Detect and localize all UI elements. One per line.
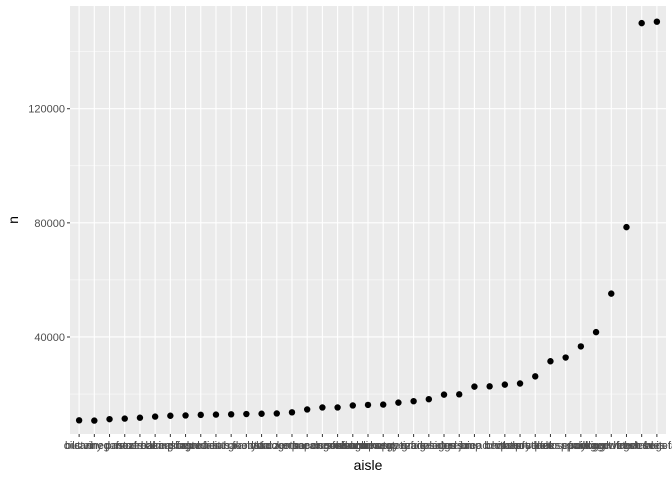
data-point bbox=[167, 412, 174, 419]
x-tick-label: packaged vegetables fruits bbox=[561, 440, 672, 452]
y-axis-title: n bbox=[5, 216, 21, 224]
data-point bbox=[562, 354, 569, 361]
data-point bbox=[653, 18, 661, 25]
x-tick-label: crackers bbox=[256, 440, 298, 452]
x-tick-label: fresh vegetables bbox=[617, 440, 672, 452]
x-tick-label: frozen produce bbox=[134, 440, 207, 452]
data-point bbox=[243, 410, 250, 418]
x-tick-label: cookies cakes bbox=[318, 440, 388, 452]
data-point bbox=[288, 409, 296, 416]
data-point bbox=[182, 412, 189, 419]
x-tick-label: paper goods bbox=[292, 440, 354, 452]
data-point bbox=[334, 404, 341, 411]
x-tick-label: tea bbox=[254, 440, 270, 452]
data-point bbox=[623, 223, 630, 231]
data-point bbox=[136, 414, 144, 421]
x-tick-label: hot dogs bacon sausage bbox=[247, 440, 367, 452]
x-tick-label: other creams cheeses bbox=[283, 440, 392, 452]
major-gridlines bbox=[70, 6, 666, 434]
data-point bbox=[638, 19, 645, 27]
data-point bbox=[258, 410, 265, 417]
data-point bbox=[547, 358, 554, 365]
data-point bbox=[212, 411, 220, 418]
data-point bbox=[516, 380, 524, 387]
x-tick-label: dry pasta bbox=[87, 440, 133, 452]
x-tick-label: bread bbox=[460, 440, 488, 452]
x-tick-label: frozen meals bbox=[260, 440, 323, 452]
x-tick-label: asian foods bbox=[203, 440, 260, 452]
x-tick-label: milk bbox=[571, 440, 591, 452]
x-tick-label: packaged cheese bbox=[568, 440, 654, 452]
x-tick-label: butter bbox=[65, 440, 93, 452]
x-tick-label: breakfast bakery bbox=[175, 440, 257, 452]
data-point bbox=[106, 415, 113, 423]
y-tick-label: 40000 bbox=[34, 332, 65, 344]
y-axis-ticks: 40000 80000 120000 bbox=[28, 104, 70, 344]
x-tick-label: energy granola bars bbox=[365, 440, 463, 452]
x-tick-label: frozen appetizers sides bbox=[342, 440, 456, 452]
data-point bbox=[227, 411, 235, 418]
x-tick-label: soup broth bouquet bbox=[457, 440, 552, 452]
x-tick-label: chips pretzels bbox=[486, 440, 554, 452]
data-point bbox=[471, 383, 478, 390]
x-tick-label: lunch meat bbox=[341, 440, 395, 452]
data-point bbox=[319, 404, 326, 411]
x-tick-label: fresh fruits bbox=[616, 440, 668, 452]
x-tick-label: fresh dips tapenades bbox=[332, 440, 435, 452]
x-tick-label: water seltzer sparkling water bbox=[495, 440, 636, 452]
data-point bbox=[425, 395, 433, 403]
y-tick-label: 80000 bbox=[34, 218, 65, 230]
x-tick-label: canned meals beans bbox=[74, 440, 176, 452]
data-point bbox=[151, 413, 159, 420]
data-point bbox=[273, 410, 280, 417]
x-tick-label: cereal bbox=[125, 440, 155, 452]
data-point bbox=[501, 381, 509, 388]
x-tick-label: oils vinegars bbox=[64, 440, 126, 452]
data-point bbox=[197, 411, 204, 419]
data-point bbox=[456, 391, 463, 398]
data-point bbox=[440, 391, 448, 398]
data-point bbox=[532, 373, 539, 380]
data-point bbox=[349, 402, 356, 409]
data-point bbox=[410, 397, 417, 405]
data-point bbox=[380, 401, 387, 408]
x-tick-label: refrigerated bbox=[401, 440, 457, 452]
data-point bbox=[577, 343, 585, 350]
x-axis-title: aisle bbox=[354, 457, 383, 473]
data-point bbox=[486, 383, 493, 390]
x-tick-label: soft drinks bbox=[510, 440, 561, 452]
x-tick-label: juice nectars bbox=[458, 440, 521, 452]
data-point bbox=[121, 415, 128, 422]
data-point bbox=[75, 417, 83, 424]
x-tick-label: cream bbox=[444, 440, 475, 452]
x-tick-label: yogurt bbox=[581, 440, 612, 452]
x-tick-label: soy lactosefree bbox=[513, 440, 587, 452]
data-points bbox=[75, 18, 661, 424]
data-point bbox=[303, 406, 311, 413]
x-tick-label: baking ingredients bbox=[141, 440, 231, 452]
data-point bbox=[91, 417, 98, 424]
data-point bbox=[608, 290, 615, 297]
x-tick-label: granola bbox=[228, 440, 266, 452]
x-tick-label: eggs bbox=[432, 440, 456, 452]
x-tick-label: spreads bbox=[181, 440, 221, 452]
y-tick-label: 120000 bbox=[28, 104, 65, 116]
data-point bbox=[395, 399, 402, 406]
data-point bbox=[364, 401, 372, 409]
data-point bbox=[592, 328, 600, 336]
x-tick-label: frozen breakfast bbox=[116, 440, 195, 452]
